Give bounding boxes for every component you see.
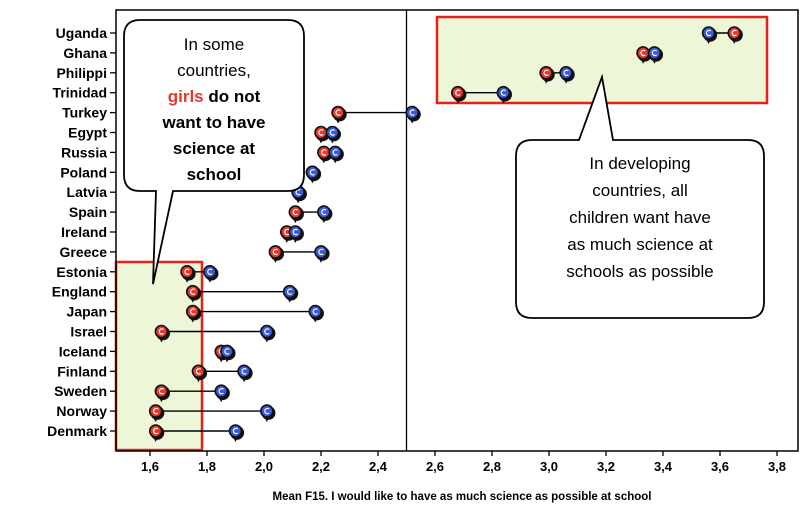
country-label: Uganda: [56, 25, 108, 41]
marker-girls: [331, 105, 347, 124]
marker-boys: [317, 205, 333, 224]
country-label: Spain: [69, 204, 107, 220]
callout-girls-line: want to have: [162, 113, 266, 132]
country-label: Latvia: [67, 184, 108, 200]
marker-boys: [237, 364, 253, 383]
x-axis-label: Mean F15. I would like to have as much s…: [273, 491, 652, 503]
marker-girls: [154, 384, 170, 403]
x-tick-label: 2,6: [426, 459, 444, 474]
marker-boys: [328, 145, 344, 164]
marker-boys: [308, 304, 324, 323]
x-tick-label: 3,0: [540, 459, 558, 474]
x-tick-label: 2,2: [312, 459, 330, 474]
country-label: Finland: [57, 363, 107, 379]
callout-developing: In developing countries, all children want…: [515, 73, 765, 319]
marker-girls: [185, 284, 202, 303]
country-label: Norway: [56, 403, 107, 419]
callout-girls-line: countries,: [177, 61, 251, 80]
callout-developing-line: children want have: [569, 208, 711, 227]
marker-boys: [405, 105, 421, 124]
country-label: Denmark: [47, 423, 107, 439]
plot-frame: [115, 9, 799, 452]
callout-girls-text: In some countries, girls do not want to hav…: [162, 35, 266, 184]
marker-girls: [191, 364, 208, 383]
callout-girls-bubble: [123, 19, 305, 285]
marker-girls: [148, 424, 165, 442]
marker-girls: [450, 85, 467, 104]
marker-boys: [305, 165, 322, 184]
country-label: Trinidad: [53, 85, 107, 101]
marker-girls: [268, 245, 284, 263]
country-label: Turkey: [62, 105, 107, 121]
marker-boys: [282, 284, 299, 303]
marker-girls: [539, 66, 555, 84]
x-axis: 1,6 1,8 2,0 2,2 2,4 2,6 2,8 3,0 3,2 3,4 3,6 3,8: [141, 451, 786, 474]
marker-boys: [260, 404, 276, 423]
callout-girls-line: science at: [173, 139, 256, 158]
callout-developing-bubble: [515, 73, 765, 319]
marker-boys: [214, 384, 230, 403]
callout-developing-line: as much science at: [567, 235, 713, 254]
marker-girls: [180, 264, 196, 283]
country-label: England: [52, 284, 107, 300]
y-axis-country-labels: Uganda Ghana Philippi Trinidad Turkey Egypt Ru…: [47, 25, 116, 439]
country-label: Greece: [60, 244, 108, 260]
x-tick-label: 1,8: [198, 459, 216, 474]
x-tick-label: 1,6: [141, 459, 159, 474]
x-tick-label: 2,0: [255, 459, 273, 474]
marker-boys: [559, 66, 575, 84]
marker-boys: [288, 225, 304, 243]
marker-boys: [325, 125, 341, 144]
data-markers: [148, 26, 743, 442]
country-label: Iceland: [59, 343, 107, 359]
marker-girls: [727, 26, 743, 44]
callout-developing-line: countries, all: [592, 181, 687, 200]
country-label: Philippi: [56, 65, 107, 81]
x-tick-label: 3,4: [654, 459, 673, 474]
callout-girls-line: girls do not: [168, 87, 261, 106]
marker-girls: [185, 304, 202, 323]
marker-girls: [148, 404, 165, 423]
country-label: Israel: [70, 324, 107, 340]
country-label: Poland: [60, 164, 107, 180]
marker-boys: [496, 85, 512, 104]
callout-girls-line: school: [187, 165, 242, 184]
marker-boys: [203, 264, 219, 283]
country-label: Russia: [61, 144, 107, 160]
x-tick-label: 2,4: [369, 459, 388, 474]
country-label: Egypt: [68, 125, 107, 141]
x-tick-label: 2,8: [483, 459, 501, 474]
x-tick-label: 3,2: [597, 459, 615, 474]
country-label: Estonia: [56, 264, 107, 280]
marker-boys: [220, 344, 236, 363]
country-label: Ghana: [63, 45, 107, 61]
callout-developing-text: In developing countries, all children want…: [566, 154, 713, 281]
country-label: Ireland: [61, 224, 107, 240]
marker-boys: [314, 245, 330, 263]
callout-developing-line: In developing: [589, 154, 690, 173]
callout-developing-line: schools as possible: [566, 262, 713, 281]
callout-girls: In some countries, girls do not want to hav…: [123, 19, 305, 285]
marker-girls: [154, 324, 170, 343]
marker-girls: [288, 205, 304, 224]
marker-boys: [228, 424, 245, 442]
country-label: Japan: [67, 304, 107, 320]
marker-boys: [260, 324, 276, 343]
x-tick-label: 3,8: [768, 459, 786, 474]
country-label: Sweden: [54, 383, 107, 399]
marker-boys: [291, 185, 307, 204]
marker-boys: [647, 46, 664, 64]
callout-girls-line: In some: [184, 35, 244, 54]
x-tick-label: 3,6: [711, 459, 729, 474]
marker-boys: [701, 26, 718, 44]
